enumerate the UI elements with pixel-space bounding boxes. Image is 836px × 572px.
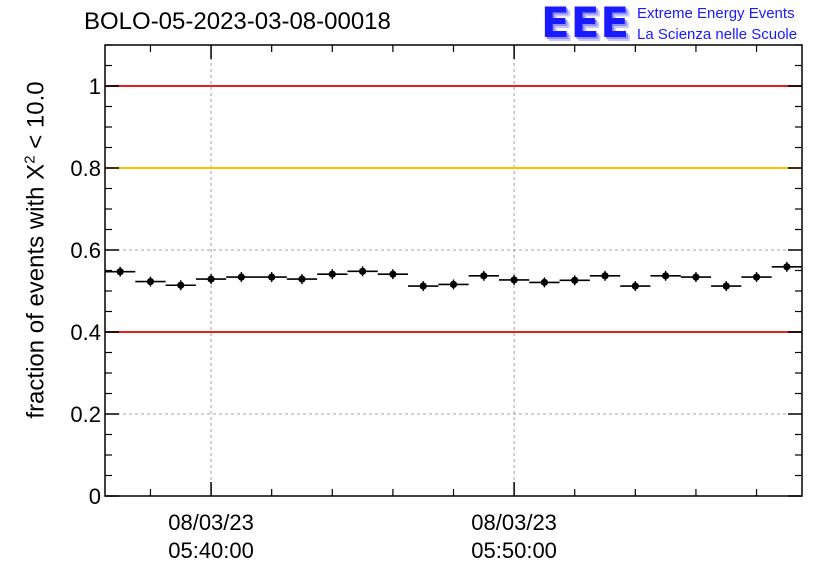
data-point — [298, 275, 306, 283]
data-points — [105, 261, 802, 292]
x-tick-label-time: 05:50:00 — [471, 538, 557, 563]
y-tick-label: 0.4 — [70, 320, 101, 345]
reference-lines — [105, 85, 802, 333]
data-point — [328, 270, 336, 278]
data-point — [510, 276, 518, 284]
data-point — [692, 273, 700, 281]
axis-ticks — [105, 44, 802, 497]
y-tick-label: 0.8 — [70, 156, 101, 181]
data-point — [389, 270, 397, 278]
grid-lines — [105, 45, 802, 496]
y-axis-label-sup: 2 — [21, 155, 39, 164]
data-point — [662, 272, 670, 280]
eee-logo: EEE — [541, 0, 631, 47]
data-point — [752, 273, 761, 281]
tick-labels: 0 0.2 0.4 0.6 0.8 1 08/03/23 05:40:00 08/03/23 05… — [70, 74, 557, 563]
x-tick-label-date: 08/03/23 — [168, 510, 254, 535]
chart-title: BOLO-05-2023-03-08-00018 — [84, 8, 391, 35]
logo-line-2: La Scienza nelle Scuole — [637, 26, 798, 43]
y-axis-label-prefix: fraction of events with X — [22, 163, 50, 419]
y-tick-label: 0.6 — [70, 238, 101, 263]
data-point — [571, 276, 579, 284]
y-tick-label: 0.2 — [70, 402, 101, 427]
data-point — [358, 267, 367, 275]
x-tick-label-date: 08/03/23 — [471, 510, 557, 535]
data-point — [116, 268, 124, 276]
data-point — [601, 272, 609, 280]
data-point — [540, 278, 549, 286]
data-point — [783, 263, 791, 271]
data-point — [177, 281, 185, 289]
data-point — [146, 277, 155, 286]
logo-caption: Extreme Energy Events La Scienza nelle S… — [637, 3, 797, 45]
data-point — [268, 273, 276, 281]
data-point — [449, 280, 458, 289]
logo-line-1: Extreme Energy Events — [637, 5, 795, 22]
plot-frame — [104, 44, 803, 497]
data-point — [419, 282, 427, 290]
data-point — [207, 275, 215, 283]
y-tick-label: 1 — [89, 74, 101, 99]
data-point — [237, 273, 245, 281]
y-axis-label: fraction of events with X2 < 10.0 — [22, 81, 51, 418]
y-tick-label: 0 — [89, 484, 101, 509]
data-point — [480, 272, 488, 280]
data-point — [631, 282, 639, 290]
data-point — [722, 282, 730, 290]
x-tick-label-time: 05:40:00 — [168, 538, 254, 563]
y-axis-label-suffix: < 10.0 — [22, 81, 50, 156]
